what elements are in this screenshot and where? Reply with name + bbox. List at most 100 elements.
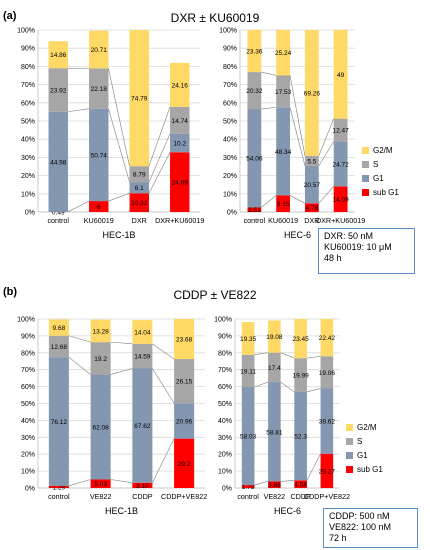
x-tick-label: DXR+KU60019 [316,216,365,225]
y-tick-label: 100% [17,28,35,35]
y-tick-label: 10% [21,191,35,198]
y-tick-label: 80% [223,64,237,71]
y-tick-label: 50% [21,401,35,408]
bar-g2-m [333,30,348,119]
data-label: 20.57 [304,182,321,189]
x-tick-label: VE822 [90,492,112,501]
data-label: 20.32 [246,88,263,95]
y-tick-label: 60% [218,384,232,391]
y-tick-label: 20% [218,452,232,459]
data-label: 14.09 [332,197,349,204]
series-connector [280,381,295,393]
note-line: VE822: 100 nM [329,522,392,532]
y-tick-label: 60% [21,100,35,107]
bar-g2-m [247,30,262,73]
y-tick-label: 80% [218,350,232,357]
legend-label: S [373,160,378,169]
bar-sub-g1 [333,186,348,212]
bar-sub-g1 [170,152,190,212]
legend-label: sub G1 [373,188,399,197]
bar-sub-g1 [129,193,149,212]
series-connector [152,343,175,360]
y-tick-label: 90% [223,46,237,53]
legend-label: G2/M [357,423,377,432]
series-connector [148,106,171,167]
bar-sub-g1 [294,480,307,488]
data-label: 8.79 [133,172,146,179]
bar-sub-g1 [89,201,109,212]
series-connector [110,341,133,345]
series-connector [318,186,334,204]
data-label: 12.68 [51,344,68,351]
charts-layer: 0%10%20%30%40%50%60%70%80%90%100%0.4944.… [17,28,365,517]
bar-s [247,72,262,110]
y-tick-label: 50% [218,401,232,408]
y-tick-label: 30% [21,435,35,442]
y-tick-label: 60% [223,100,237,107]
bar-s [174,359,195,404]
series-connector [68,479,91,487]
y-tick-label: 0% [222,486,232,493]
data-label: 58.03 [240,434,257,441]
series-connector [108,108,130,183]
data-label: 52.3 [294,434,307,441]
y-tick-label: 0% [227,210,237,217]
y-tick-label: 40% [223,137,237,144]
y-tick-label: 30% [21,155,35,162]
panel-b-letter: (b) [3,286,17,298]
series-connector [67,108,90,113]
bar-g1 [129,182,149,194]
data-label: 67.62 [134,423,151,430]
data-label: 1.72 [242,484,255,491]
data-label: 10.32 [131,200,148,207]
x-tick-label: DXR+KU60019 [155,216,204,225]
series-connector [280,352,295,359]
data-label: 19.08 [266,334,283,341]
x-tick-label: control [47,216,69,225]
y-tick-label: 70% [223,82,237,89]
panel-b-conditions-note: CDDP: 500 nM VE822: 100 nM 72 h [323,508,418,548]
bar-s [241,354,255,388]
series-connector [68,335,91,343]
data-label: 69.26 [304,90,321,97]
bar-g2-m [170,62,190,107]
y-tick-label: 70% [21,367,35,374]
series-connector [110,368,133,375]
y-tick-label: 30% [223,155,237,162]
x-tick-label: CDDP [290,492,311,501]
x-tick-label: CDDP+VE822 [161,492,207,501]
y-tick-label: 80% [21,350,35,357]
bar-sub-g1 [241,485,255,488]
y-tick-label: 20% [21,452,35,459]
panel-b-title: CDDP ± VE822 [173,288,256,302]
data-label: 38.62 [319,419,336,426]
x-tick-label: KU60019 [268,216,298,225]
y-tick-label: 70% [21,82,35,89]
chart-4: 0% 10% 20% 30% 40% 50% 60% 70% 80% 90% 100% 1.72 58.… [214,317,350,517]
bar-g2-m [268,320,281,353]
bar-s [132,343,153,369]
data-label: 49 [337,72,345,79]
legends-layer: G2/M S G1 sub G1 G2/M S G1 sub G1 [346,146,399,474]
data-label: 26.15 [176,379,193,386]
bar-g2-m [276,30,291,76]
panel-a-title: DXR ± KU60019 [171,11,260,25]
data-label: 24.72 [332,161,349,168]
legend-label: S [357,437,362,446]
bar-sub-g1 [247,207,262,212]
chart-title: HEC-6 [274,506,301,516]
chart-1: 0% 10% 20% 30% 40% 50% 60% 70% 80% 90% 100% 0.49 44.… [17,28,204,241]
series-connector [68,356,91,375]
legend-label: G1 [357,451,368,460]
series-connector [261,71,277,76]
x-tick-label: KU60019 [84,216,114,225]
y-tick-label: 100% [214,317,232,324]
bar-s [170,106,190,134]
bar-g1 [90,374,111,480]
chart-3: 0% 10% 20% 30% 40% 50% 60% 70% 80% 90% 100% 1.29 76.… [17,317,207,517]
data-label: 23.68 [176,337,193,344]
bar-g1 [247,109,262,208]
chart-title: HEC-1B [102,230,135,240]
bar-g1 [48,357,69,486]
